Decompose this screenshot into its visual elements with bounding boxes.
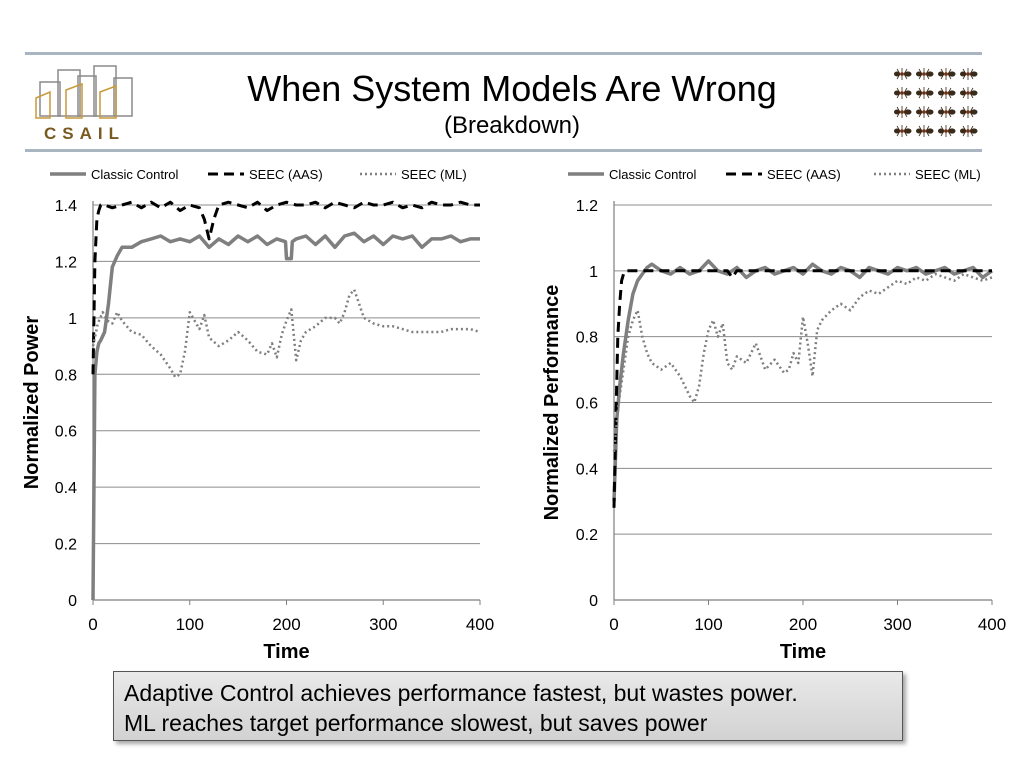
ants-icon xyxy=(894,68,978,137)
ant-icon xyxy=(938,125,956,137)
header-rule-bottom xyxy=(25,149,982,152)
ant-icon xyxy=(916,68,934,80)
legend-label: SEEC (AAS) xyxy=(767,167,841,182)
y-tick-label: 0.2 xyxy=(55,537,77,554)
ant-icon xyxy=(894,68,912,80)
ant-icon xyxy=(960,125,978,137)
x-tick-label: 200 xyxy=(789,615,817,634)
header-rule-top xyxy=(25,52,982,55)
legend-label: Classic Control xyxy=(91,167,179,182)
x-tick-label: 200 xyxy=(272,615,300,634)
ant-icon xyxy=(916,87,934,99)
x-tick-label: 100 xyxy=(694,615,722,634)
y-tick-label: 0.4 xyxy=(576,461,598,478)
ant-icon xyxy=(960,106,978,118)
y-tick-label: 1.2 xyxy=(576,198,598,215)
slide-title: When System Models Are Wrong xyxy=(247,68,777,109)
legend-label: SEEC (ML) xyxy=(915,167,981,182)
performance-chart: 0 0.2 0.4 0.6 0.8 1 1.2 0 100 200 300 400 Time Normal… xyxy=(541,167,1006,663)
y-tick-label: 0.2 xyxy=(576,527,598,544)
x-axis-title: Time xyxy=(780,641,826,663)
y-tick-label: 0.4 xyxy=(55,480,77,497)
y-axis-title: Normalized Performance xyxy=(541,285,563,521)
x-tick-label: 300 xyxy=(369,615,397,634)
y-tick-label: 0.8 xyxy=(55,367,77,384)
x-axis-title: Time xyxy=(263,641,309,663)
y-axis-title: Normalized Power xyxy=(21,316,43,490)
y-tick-label: 1 xyxy=(68,311,77,328)
y-tick-label: 0.8 xyxy=(576,330,598,347)
y-tick-label: 1.4 xyxy=(55,198,77,215)
x-tick-label: 300 xyxy=(883,615,911,634)
ant-icon xyxy=(894,106,912,118)
ant-icon xyxy=(894,87,912,99)
y-tick-label: 0.6 xyxy=(576,396,598,413)
x-tick-label: 400 xyxy=(466,615,494,634)
series-line-seec-aas xyxy=(91,200,480,375)
power-chart: 0 0.2 0.4 0.6 0.8 1 1.2 1.4 0 100 200 300 400 Time Nor… xyxy=(21,167,494,663)
y-tick-label: 1.2 xyxy=(55,254,77,271)
csail-logo xyxy=(35,65,133,119)
series-line-seec-ml xyxy=(612,272,993,453)
ant-icon xyxy=(916,125,934,137)
legend-label: SEEC (AAS) xyxy=(249,167,323,182)
ant-icon xyxy=(938,87,956,99)
ant-icon xyxy=(894,125,912,137)
x-tick-label: 400 xyxy=(978,615,1006,634)
y-tick-label: 1 xyxy=(589,264,598,281)
y-tick-label: 0.6 xyxy=(55,424,77,441)
y-tick-label: 0 xyxy=(589,593,598,610)
slide-subtitle: (Breakdown) xyxy=(443,112,581,139)
x-tick-label: 100 xyxy=(176,615,204,634)
ant-icon xyxy=(916,106,934,118)
series-line-classic-control xyxy=(612,259,994,502)
series-line-classic-control xyxy=(91,231,480,601)
ant-icon xyxy=(960,68,978,80)
x-tick-label: 0 xyxy=(88,615,97,634)
ant-icon xyxy=(938,68,956,80)
summary-callout: Adaptive Control achieves performance fa… xyxy=(113,671,903,741)
csail-logo-text: CSAIL xyxy=(44,124,125,143)
legend-label: Classic Control xyxy=(609,167,697,182)
callout-line-1: Adaptive Control achieves performance fa… xyxy=(124,680,798,706)
callout-line-2: ML reaches target performance slowest, b… xyxy=(124,710,708,736)
series-line-seec-ml xyxy=(91,288,481,379)
ant-icon xyxy=(960,87,978,99)
x-tick-label: 0 xyxy=(609,615,618,634)
series-line-seec-aas xyxy=(612,269,992,508)
y-tick-label: 0 xyxy=(68,593,77,610)
legend-label: SEEC (ML) xyxy=(401,167,467,182)
ant-icon xyxy=(938,106,956,118)
